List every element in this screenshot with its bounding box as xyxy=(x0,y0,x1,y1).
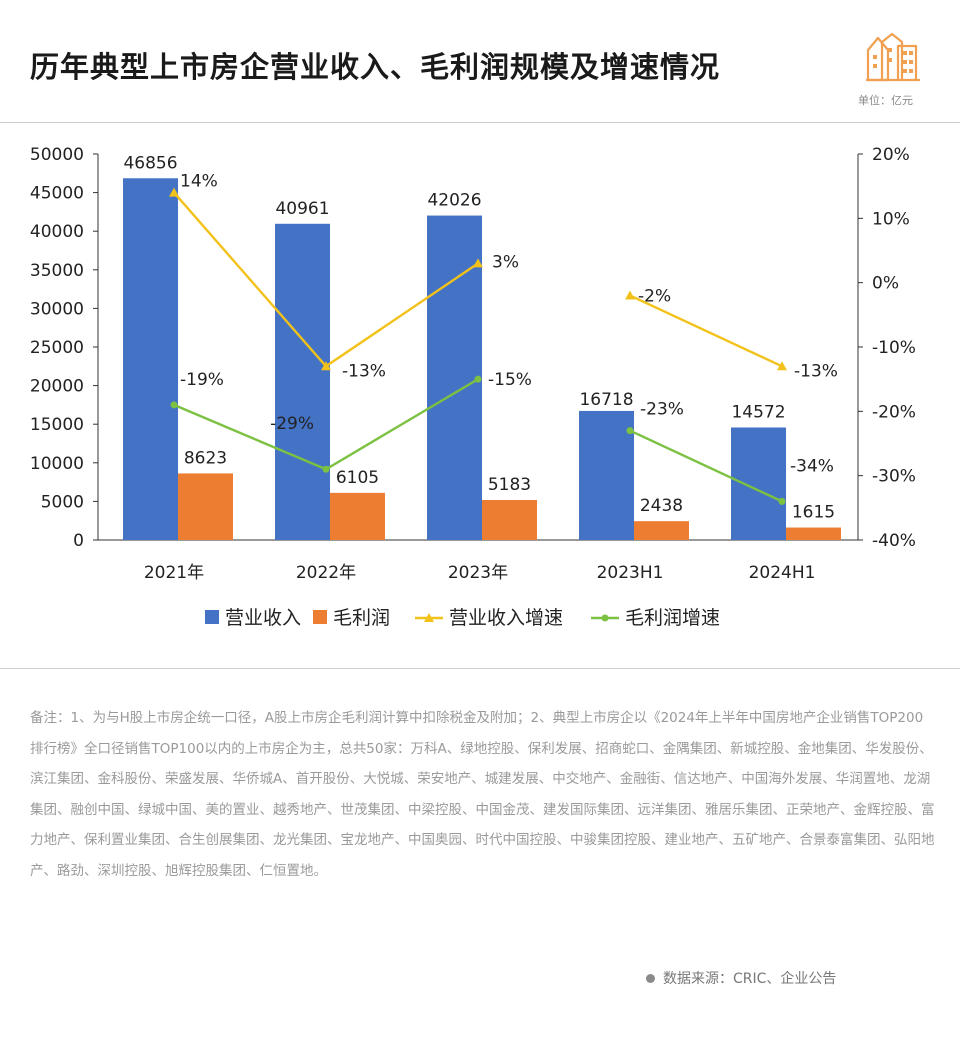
line-label-profit-growth: -29% xyxy=(270,414,314,434)
notes: 备注：1、为与H股上市房企统一口径，A股上市房企毛利润计算中扣除税金及附加；2、… xyxy=(30,710,935,879)
x-tick-label: 2023年 xyxy=(448,563,508,583)
point-revenue-growth xyxy=(625,290,635,300)
bar-revenue xyxy=(123,178,178,541)
legend-marker xyxy=(424,613,434,622)
top-divider xyxy=(0,122,960,123)
y-right-tick-label: -40% xyxy=(872,531,916,551)
bar-label-gross-profit: 6105 xyxy=(336,468,379,488)
point-revenue-growth xyxy=(321,361,331,371)
y-left-tick-label: 0 xyxy=(73,531,84,551)
line-label-revenue-growth: -2% xyxy=(638,287,671,307)
x-tick-label: 2024H1 xyxy=(749,563,816,583)
y-left-tick-label: 30000 xyxy=(30,299,84,319)
bottom-divider xyxy=(0,668,960,669)
point-profit-growth xyxy=(626,427,634,435)
point-profit-growth xyxy=(778,497,786,505)
line-label-revenue-growth: -13% xyxy=(342,361,386,381)
x-tick-label: 2022年 xyxy=(296,563,356,583)
point-profit-growth xyxy=(474,375,482,383)
y-left-tick-label: 35000 xyxy=(30,261,84,281)
bar-label-gross-profit: 1615 xyxy=(792,503,835,523)
bar-label-gross-profit: 8623 xyxy=(184,448,227,468)
bar-label-revenue: 42026 xyxy=(427,191,481,211)
y-left-tick-label: 40000 xyxy=(30,222,84,242)
y-right-tick-label: 0% xyxy=(872,274,899,294)
bar-gross-profit xyxy=(178,473,233,540)
y-left-tick-label: 50000 xyxy=(30,145,84,165)
bar-revenue xyxy=(427,215,482,541)
line-label-revenue-growth: -13% xyxy=(794,361,838,381)
source-text: 数据来源：CRIC、企业公告 xyxy=(663,971,837,987)
bar-revenue xyxy=(579,410,634,540)
series-line-revenue-growth xyxy=(629,294,783,368)
legend-swatch xyxy=(313,610,327,624)
legend-label: 毛利润增速 xyxy=(625,607,720,629)
line-label-revenue-growth: 3% xyxy=(492,252,519,272)
point-profit-growth xyxy=(170,401,178,409)
bar-label-revenue: 14572 xyxy=(731,403,785,423)
unit-label: 单位：亿元 xyxy=(858,94,913,107)
buildings-icon xyxy=(866,32,920,82)
x-tick-label: 2023H1 xyxy=(597,563,664,583)
bar-label-revenue: 46856 xyxy=(123,153,177,173)
page-title: 历年典型上市房企营业收入、毛利润规模及增速情况 xyxy=(30,50,721,84)
line-label-profit-growth: -34% xyxy=(790,456,834,476)
y-left-tick-label: 20000 xyxy=(30,377,84,397)
bar-label-gross-profit: 2438 xyxy=(640,496,683,516)
y-right-tick-label: -10% xyxy=(872,338,916,358)
source-note: 数据来源：CRIC、企业公告 xyxy=(646,968,836,988)
y-right-tick-label: 10% xyxy=(872,209,910,229)
point-profit-growth xyxy=(322,465,330,473)
series-line-profit-growth xyxy=(629,429,783,503)
y-left-tick-label: 45000 xyxy=(30,184,84,204)
bar-gross-profit xyxy=(786,527,841,540)
y-left-tick-label: 5000 xyxy=(41,492,84,512)
y-right-tick-label: -20% xyxy=(872,402,916,422)
y-left-tick-label: 25000 xyxy=(30,338,84,358)
bar-label-gross-profit: 5183 xyxy=(488,475,531,495)
bar-gross-profit xyxy=(482,499,537,540)
bar-revenue xyxy=(731,427,786,540)
bullet-icon xyxy=(646,973,655,983)
point-revenue-growth xyxy=(473,258,483,268)
line-label-revenue-growth: 14% xyxy=(180,172,218,192)
legend-swatch xyxy=(205,610,219,624)
line-label-profit-growth: -23% xyxy=(640,400,684,420)
bar-label-revenue: 40961 xyxy=(275,199,329,219)
x-tick-label: 2021年 xyxy=(144,563,204,583)
bar-gross-profit xyxy=(634,521,689,540)
legend-label: 营业收入增速 xyxy=(449,607,563,629)
chart: 0 5000 10000 15000 20000 25000 30000 35000 40000… xyxy=(30,145,916,629)
legend-label: 营业收入 xyxy=(225,607,301,629)
y-right-tick-label: -30% xyxy=(872,467,916,487)
legend-marker xyxy=(601,614,609,622)
y-left-tick-label: 15000 xyxy=(30,415,84,435)
line-label-profit-growth: -19% xyxy=(180,370,224,390)
line-label-profit-growth: -15% xyxy=(488,370,532,390)
point-revenue-growth xyxy=(169,187,179,197)
y-left-tick-label: 10000 xyxy=(30,454,84,474)
bar-label-revenue: 16718 xyxy=(579,390,633,410)
bar-gross-profit xyxy=(330,492,385,540)
point-revenue-growth xyxy=(777,361,787,371)
y-right-tick-label: 20% xyxy=(872,145,910,165)
legend-label: 毛利润 xyxy=(333,607,390,629)
bar-revenue xyxy=(275,223,330,541)
